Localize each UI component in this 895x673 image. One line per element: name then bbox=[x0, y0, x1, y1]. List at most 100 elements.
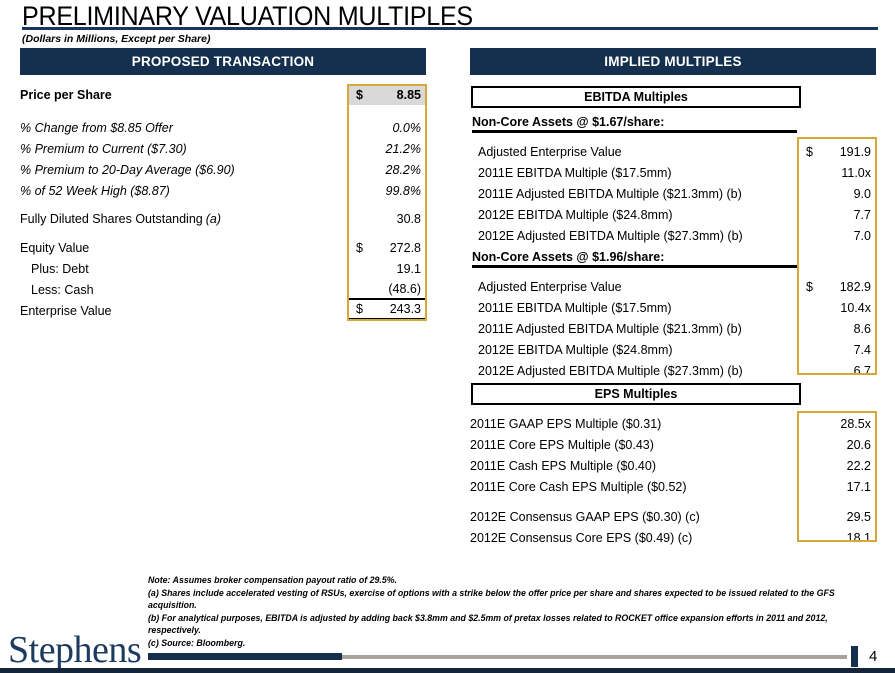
table-row: 2011E Adjusted EBITDA Multiple ($21.3mm)… bbox=[470, 318, 877, 339]
row-value: 18.1 bbox=[846, 530, 871, 545]
row-value: 19.1 bbox=[396, 261, 421, 276]
eps-multiples-title: EPS Multiples bbox=[471, 383, 801, 405]
section-rows: 2011E GAAP EPS Multiple ($0.31) 28.5x 20… bbox=[470, 413, 877, 548]
proposed-transaction-header: PROPOSED TRANSACTION bbox=[20, 48, 426, 75]
row-label: 2012E Consensus Core EPS ($0.49) (c) bbox=[470, 530, 693, 545]
currency-symbol: $ bbox=[356, 87, 363, 102]
table-row: % Premium to 20-Day Average ($6.90) 28.2… bbox=[20, 159, 427, 180]
row-value: 28.2% bbox=[385, 162, 421, 177]
table-row: Fully Diluted Shares Outstanding (a) 30.8 bbox=[20, 208, 427, 229]
section-rows: Adjusted Enterprise Value $182.9 2011E E… bbox=[470, 276, 877, 381]
row-value: 29.5 bbox=[846, 509, 871, 524]
row-value: 6.7 bbox=[853, 363, 871, 378]
row-label: % of 52 Week High ($8.87) bbox=[20, 183, 170, 198]
footnote: (b) For analytical purposes, EBITDA is a… bbox=[148, 612, 828, 636]
table-row: Adjusted Enterprise Value $182.9 bbox=[470, 276, 877, 297]
page-number: 4 bbox=[869, 648, 878, 665]
proposed-transaction-table: Price per Share $8.85 % Change from $8.8… bbox=[20, 84, 427, 321]
row-label: Less: Cash bbox=[31, 282, 94, 297]
row-value: 7.4 bbox=[853, 342, 871, 357]
row-value: 11.0x bbox=[841, 165, 871, 180]
stephens-logo: Stephens bbox=[8, 629, 142, 671]
page-number-marker bbox=[851, 646, 858, 667]
row-label: 2011E Core EPS Multiple ($0.43) bbox=[470, 437, 654, 452]
row-value: 0.0% bbox=[392, 120, 422, 135]
row-value: 22.2 bbox=[846, 458, 871, 473]
currency-symbol: $ bbox=[356, 302, 363, 316]
spacer bbox=[20, 201, 427, 208]
table-row: Enterprise Value $243.3 bbox=[20, 300, 427, 321]
row-label: 2011E Adjusted EBITDA Multiple ($21.3mm)… bbox=[478, 186, 742, 201]
row-label: 2011E Core Cash EPS Multiple ($0.52) bbox=[470, 479, 687, 494]
row-value: 7.0 bbox=[853, 228, 871, 243]
spacer bbox=[470, 497, 877, 506]
table-row: 2012E EBITDA Multiple ($24.8mm) 7.7 bbox=[470, 204, 877, 225]
row-label: 2012E EBITDA Multiple ($24.8mm) bbox=[478, 207, 673, 222]
implied-multiples-header: IMPLIED MULTIPLES bbox=[470, 48, 876, 75]
table-row: Equity Value $272.8 bbox=[20, 237, 427, 258]
table-row: Adjusted Enterprise Value $191.9 bbox=[470, 141, 877, 162]
row-value: 7.7 bbox=[853, 207, 871, 222]
table-row: 2011E Adjusted EBITDA Multiple ($21.3mm)… bbox=[470, 183, 877, 204]
row-label: 2011E EBITDA Multiple ($17.5mm) bbox=[478, 165, 672, 180]
row-label: 2011E Cash EPS Multiple ($0.40) bbox=[470, 458, 656, 473]
row-value: $243.3 bbox=[347, 301, 427, 321]
table-row: 2012E Adjusted EBITDA Multiple ($27.3mm)… bbox=[470, 225, 877, 246]
row-value: 28.5x bbox=[840, 416, 871, 431]
row-label: Enterprise Value bbox=[20, 303, 112, 318]
footnote: (c) Source: Bloomberg. bbox=[148, 637, 246, 648]
row-value: (48.6) bbox=[347, 280, 427, 300]
row-label: % Change from $8.85 Offer bbox=[20, 120, 173, 135]
table-row: % of 52 Week High ($8.87) 99.8% bbox=[20, 180, 427, 201]
table-row: % Premium to Current ($7.30) 21.2% bbox=[20, 138, 427, 159]
row-label: Plus: Debt bbox=[31, 261, 89, 276]
row-value: 20.6 bbox=[846, 437, 871, 452]
row-value: $272.8 bbox=[356, 240, 421, 255]
footnote: (a) Shares include accelerated vesting o… bbox=[148, 587, 835, 611]
row-value: $182.9 bbox=[806, 279, 871, 294]
row-label: Adjusted Enterprise Value bbox=[478, 144, 622, 159]
row-label: Adjusted Enterprise Value bbox=[478, 279, 622, 294]
row-value: 21.2% bbox=[385, 141, 421, 156]
implied-multiples-table: EBITDA Multiples Non-Core Assets @ $1.67… bbox=[470, 0, 877, 560]
row-label: % Premium to Current ($7.30) bbox=[20, 141, 187, 156]
row-label: % Premium to 20-Day Average ($6.90) bbox=[20, 162, 235, 177]
row-label: Equity Value bbox=[20, 240, 90, 255]
footnote: Note: Assumes broker compensation payout… bbox=[148, 575, 397, 585]
table-row: 2011E Core Cash EPS Multiple ($0.52) 17.… bbox=[470, 476, 877, 497]
row-label: 2011E EBITDA Multiple ($17.5mm) bbox=[478, 300, 672, 315]
row-label: 2012E EBITDA Multiple ($24.8mm) bbox=[478, 342, 673, 357]
currency-symbol: $ bbox=[806, 279, 813, 294]
footer-rule-gray bbox=[342, 655, 847, 659]
row-label: Fully Diluted Shares Outstanding (a) bbox=[20, 211, 222, 226]
table-row: 2012E EBITDA Multiple ($24.8mm) 7.4 bbox=[470, 339, 877, 360]
ebitda-multiples-title: EBITDA Multiples bbox=[471, 86, 801, 108]
currency-symbol: $ bbox=[806, 144, 813, 159]
table-row: 2011E GAAP EPS Multiple ($0.31) 28.5x bbox=[470, 413, 877, 434]
table-row: 2011E Cash EPS Multiple ($0.40) 22.2 bbox=[470, 455, 877, 476]
section-rows: Adjusted Enterprise Value $191.9 2011E E… bbox=[470, 141, 877, 246]
row-value: 8.6 bbox=[853, 321, 871, 336]
table-row: 2011E Core EPS Multiple ($0.43) 20.6 bbox=[470, 434, 877, 455]
row-value: 10.4x bbox=[840, 300, 871, 315]
table-row: 2012E Consensus GAAP EPS ($0.30) (c) 29.… bbox=[470, 506, 877, 527]
row-value: 99.8% bbox=[385, 183, 421, 198]
table-row: % Change from $8.85 Offer 0.0% bbox=[20, 117, 427, 138]
footer-rule-navy bbox=[148, 653, 342, 660]
section-header: Non-Core Assets @ $1.96/share: bbox=[472, 250, 797, 268]
section-header: Non-Core Assets @ $1.67/share: bbox=[472, 115, 797, 133]
row-value: 30.8 bbox=[396, 211, 421, 226]
row-value: $191.9 bbox=[806, 144, 871, 159]
page-title: PRELIMINARY VALUATION MULTIPLES bbox=[22, 1, 878, 31]
table-row: 2012E Consensus Core EPS ($0.49) (c) 18.… bbox=[470, 527, 877, 548]
row-label: 2012E Adjusted EBITDA Multiple ($27.3mm)… bbox=[478, 363, 743, 378]
row-value: 17.1 bbox=[846, 479, 871, 494]
footnotes: Note: Assumes broker compensation payout… bbox=[148, 574, 854, 650]
spacer bbox=[20, 229, 427, 237]
table-row: Plus: Debt 19.1 bbox=[20, 258, 427, 279]
page-subtitle: (Dollars in Millions, Except per Share) bbox=[22, 33, 211, 45]
table-row: 2011E EBITDA Multiple ($17.5mm) 11.0x bbox=[470, 162, 877, 183]
table-row: 2011E EBITDA Multiple ($17.5mm) 10.4x bbox=[470, 297, 877, 318]
page-title-text: PRELIMINARY VALUATION MULTIPLES bbox=[22, 1, 473, 31]
